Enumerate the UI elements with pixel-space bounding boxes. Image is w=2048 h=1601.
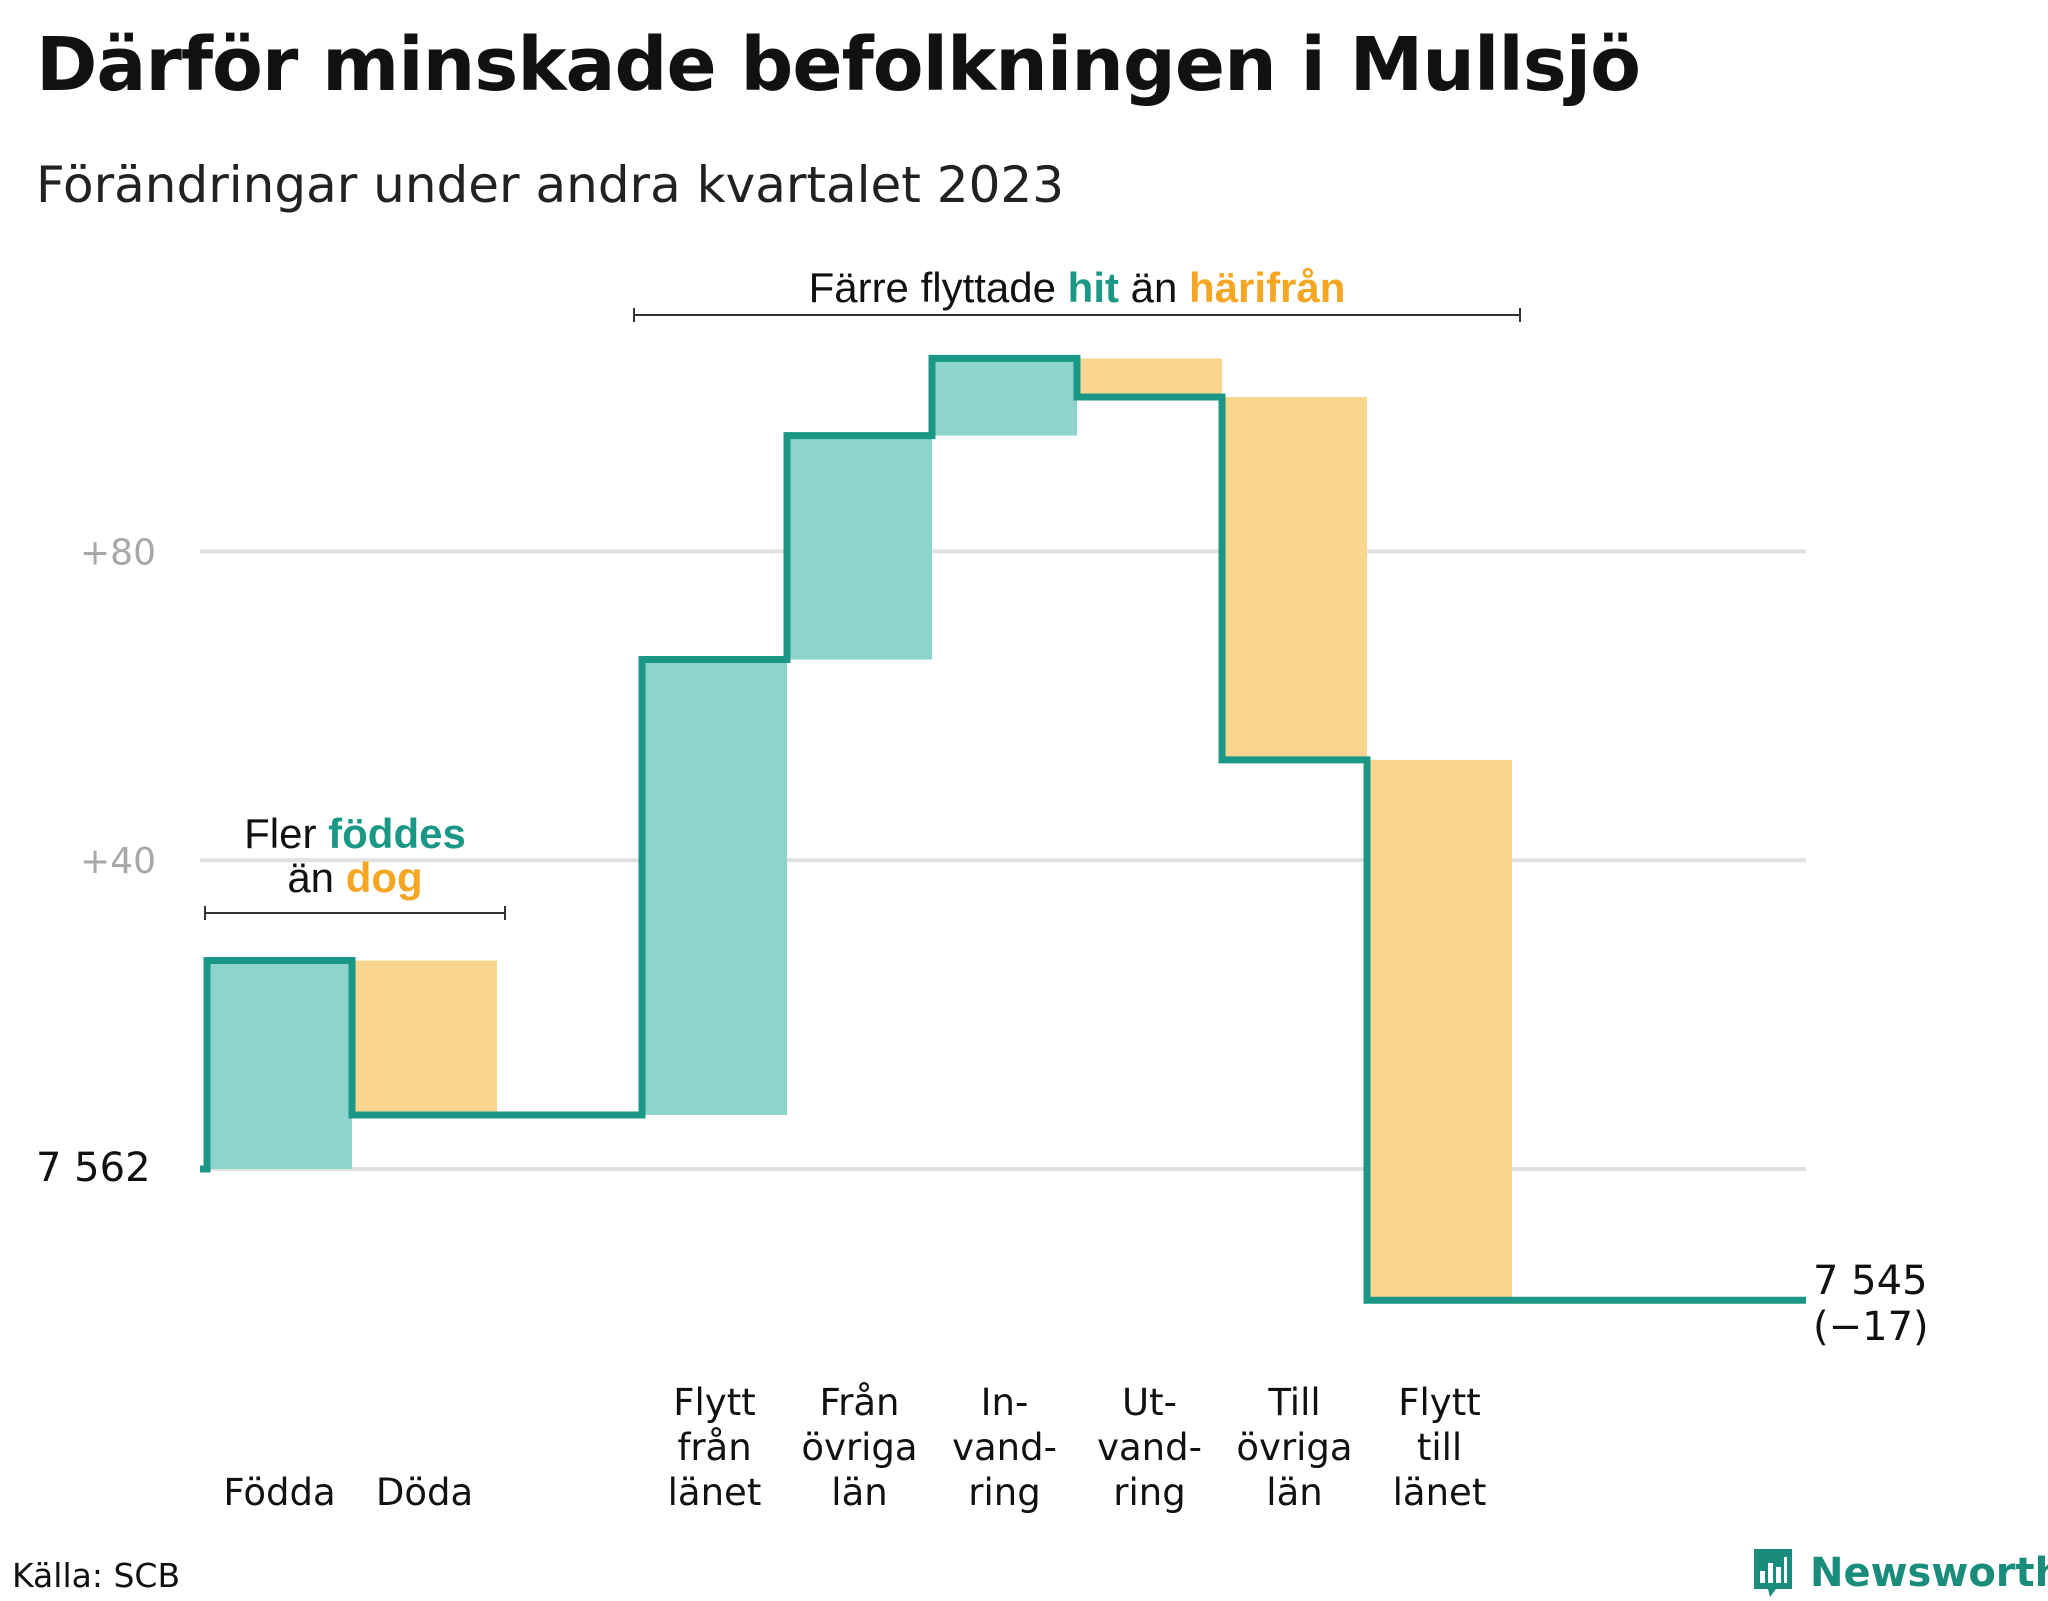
newsworthy-logo: Newsworthy [1750, 1545, 2048, 1601]
category-label: Födda [223, 1471, 335, 1514]
chart-title: Därför minskade befolkningen i Mullsjö [36, 22, 1641, 108]
category-label: övriga [801, 1426, 917, 1469]
category-label: länet [668, 1471, 762, 1514]
chart-subtitle: Förändringar under andra kvartalet 2023 [36, 156, 1065, 214]
category-label: övriga [1236, 1426, 1352, 1469]
bar [1222, 397, 1367, 760]
category-label: Från [820, 1381, 900, 1424]
category-label: till [1417, 1426, 1462, 1469]
bar [642, 659, 787, 1115]
bar [787, 435, 932, 660]
migration-bracket [633, 308, 1521, 322]
bar [932, 358, 1077, 436]
category-label: Döda [376, 1471, 473, 1514]
births-annotation-line1: Fler föddes [244, 810, 466, 857]
category-label: In- [981, 1381, 1029, 1424]
y-tick-label: +80 [80, 532, 156, 573]
cumulative-step-line [200, 354, 1806, 1304]
category-label: från [677, 1426, 751, 1469]
category-label: länet [1393, 1471, 1487, 1514]
brand-name: Newsworthy [1810, 1550, 2048, 1596]
category-label: vand- [1097, 1426, 1202, 1469]
bar [1077, 358, 1222, 397]
source-note: Källa: SCB [12, 1556, 181, 1595]
category-label: län [1266, 1471, 1322, 1514]
end-change-label: (−17) [1813, 1304, 1929, 1350]
migration-annotation: Färre flyttade hit än härifrån [809, 264, 1346, 311]
start-value-label: 7 562 [36, 1145, 151, 1191]
category-label: Till [1267, 1381, 1320, 1424]
category-label: vand- [952, 1426, 1057, 1469]
category-label: Ut- [1122, 1381, 1177, 1424]
y-tick-label: +40 [80, 841, 156, 882]
category-label: Flytt [1398, 1381, 1480, 1424]
births-bracket [204, 906, 506, 920]
category-label: ring [968, 1471, 1040, 1514]
bar [352, 960, 497, 1115]
category-label: län [831, 1471, 887, 1514]
births-annotation-line2: än dog [287, 854, 422, 901]
brand-icon [1754, 1549, 1792, 1597]
category-label: Flytt [673, 1381, 755, 1424]
bar [1367, 759, 1512, 1301]
bar [207, 960, 352, 1169]
end-value-label: 7 545 [1813, 1258, 1928, 1304]
category-label: ring [1113, 1471, 1185, 1514]
